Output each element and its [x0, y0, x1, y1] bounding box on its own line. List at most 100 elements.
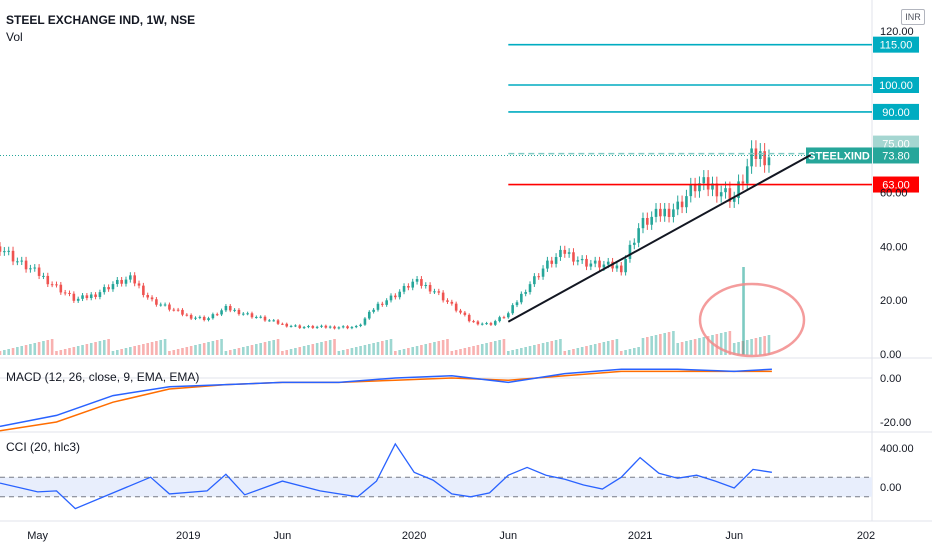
candle-body — [185, 314, 189, 316]
volume-bar — [181, 348, 184, 355]
volume-bar — [146, 343, 150, 355]
candle-body — [528, 284, 532, 293]
volume-bar — [546, 342, 549, 355]
candle-body — [294, 325, 297, 327]
volume-bar — [667, 332, 671, 355]
volume-bar — [576, 348, 580, 355]
candle-body — [680, 201, 684, 208]
last-price-label: 73.80 — [882, 150, 910, 162]
volume-bar — [611, 340, 614, 355]
level-label-bg — [873, 36, 919, 53]
candle-body — [159, 304, 163, 306]
candle-body — [302, 327, 306, 329]
candle-body — [576, 260, 580, 262]
candle-body — [281, 323, 284, 325]
level-label: 100.00 — [879, 80, 913, 92]
candle-body — [650, 216, 653, 225]
volume-bar — [76, 346, 80, 355]
volume-bar — [81, 345, 84, 355]
volume-bar — [493, 341, 497, 355]
candle-body — [176, 309, 180, 311]
candle-body — [246, 313, 249, 315]
volume-bar — [533, 345, 536, 355]
candle-body — [459, 310, 462, 313]
volume-bar — [302, 346, 306, 355]
time-axis-tick: 202 — [857, 530, 875, 542]
candle-body — [402, 285, 406, 292]
time-axis-tick: Jun — [274, 530, 292, 542]
candle-body — [198, 316, 202, 318]
candle-body — [602, 264, 606, 268]
candle-body — [550, 260, 554, 264]
candle-body — [137, 283, 141, 286]
candle-body — [515, 302, 519, 306]
volume-bar — [55, 351, 58, 355]
macd-line — [0, 368, 772, 428]
volume-bar — [68, 348, 71, 355]
trend-line-group — [507, 154, 812, 323]
candle-body — [502, 317, 506, 319]
volume-bar — [719, 333, 723, 355]
volume-bar — [285, 350, 289, 355]
candle-body — [572, 252, 575, 262]
candle-body — [311, 326, 315, 328]
volume-bar — [354, 347, 358, 355]
volume-bar — [415, 346, 419, 355]
volume-bar — [63, 349, 67, 355]
volume-bar — [654, 335, 658, 355]
volume-bar — [129, 347, 132, 355]
candle-body — [237, 309, 241, 315]
candle-body — [763, 151, 766, 166]
candle-body — [359, 324, 362, 327]
volume-bar — [489, 342, 493, 355]
candle-body — [632, 242, 636, 245]
candle-body — [341, 326, 345, 328]
volume-bar — [663, 333, 667, 355]
candle-body — [489, 323, 493, 325]
volume-bar — [463, 348, 467, 355]
volume-bar — [102, 340, 106, 355]
candle-body — [276, 320, 280, 324]
candle-body — [728, 188, 732, 202]
volume-bar — [46, 340, 50, 355]
candle-body — [411, 281, 415, 288]
volume-bar — [606, 341, 610, 355]
volume-bar — [255, 344, 258, 355]
volume-bar — [693, 339, 697, 355]
candle-body — [350, 327, 354, 329]
volume-bar — [502, 339, 506, 355]
candle-body — [181, 309, 184, 315]
candle-body — [537, 276, 541, 278]
volume-bar — [228, 350, 232, 355]
macd-pane — [0, 368, 872, 432]
volume-bar — [467, 347, 471, 355]
currency-badge[interactable]: INR — [901, 9, 925, 25]
volume-bar — [50, 339, 54, 355]
volume-bar — [324, 341, 328, 355]
candle-body — [346, 326, 349, 329]
volume-bar — [515, 349, 519, 355]
candle-body — [263, 316, 267, 321]
candle-body — [593, 260, 597, 264]
candle-body — [194, 317, 197, 319]
candle-body — [89, 294, 93, 299]
candle-body — [363, 318, 367, 325]
candle-body — [146, 295, 150, 298]
volume-bar — [758, 337, 762, 355]
level-label-bg — [873, 77, 919, 93]
candle-body — [120, 279, 123, 284]
volume-bar — [637, 347, 640, 355]
price-axis-tick: 0.00 — [880, 349, 901, 361]
candle-body — [641, 217, 645, 229]
candle-body — [224, 305, 228, 311]
volume-bar — [728, 331, 732, 355]
volume-bar — [120, 349, 123, 355]
candle-body — [211, 314, 215, 319]
candle-body — [172, 309, 176, 311]
volume-bar — [150, 342, 154, 355]
volume-bar — [424, 344, 428, 355]
candle-body — [389, 295, 393, 301]
candle-body — [189, 314, 193, 319]
candle-body — [76, 298, 80, 301]
